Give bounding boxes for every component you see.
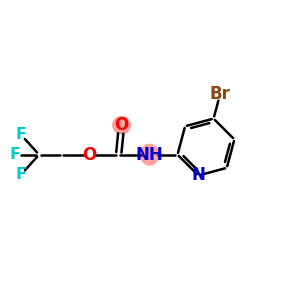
Text: Br: Br — [210, 85, 230, 103]
Text: O: O — [114, 116, 129, 134]
Ellipse shape — [140, 144, 159, 166]
Circle shape — [112, 116, 131, 135]
Text: O: O — [82, 146, 96, 164]
Text: N: N — [191, 167, 205, 184]
Text: F: F — [15, 167, 26, 182]
Text: F: F — [10, 147, 20, 162]
Text: F: F — [15, 127, 26, 142]
Text: NH: NH — [136, 146, 164, 164]
